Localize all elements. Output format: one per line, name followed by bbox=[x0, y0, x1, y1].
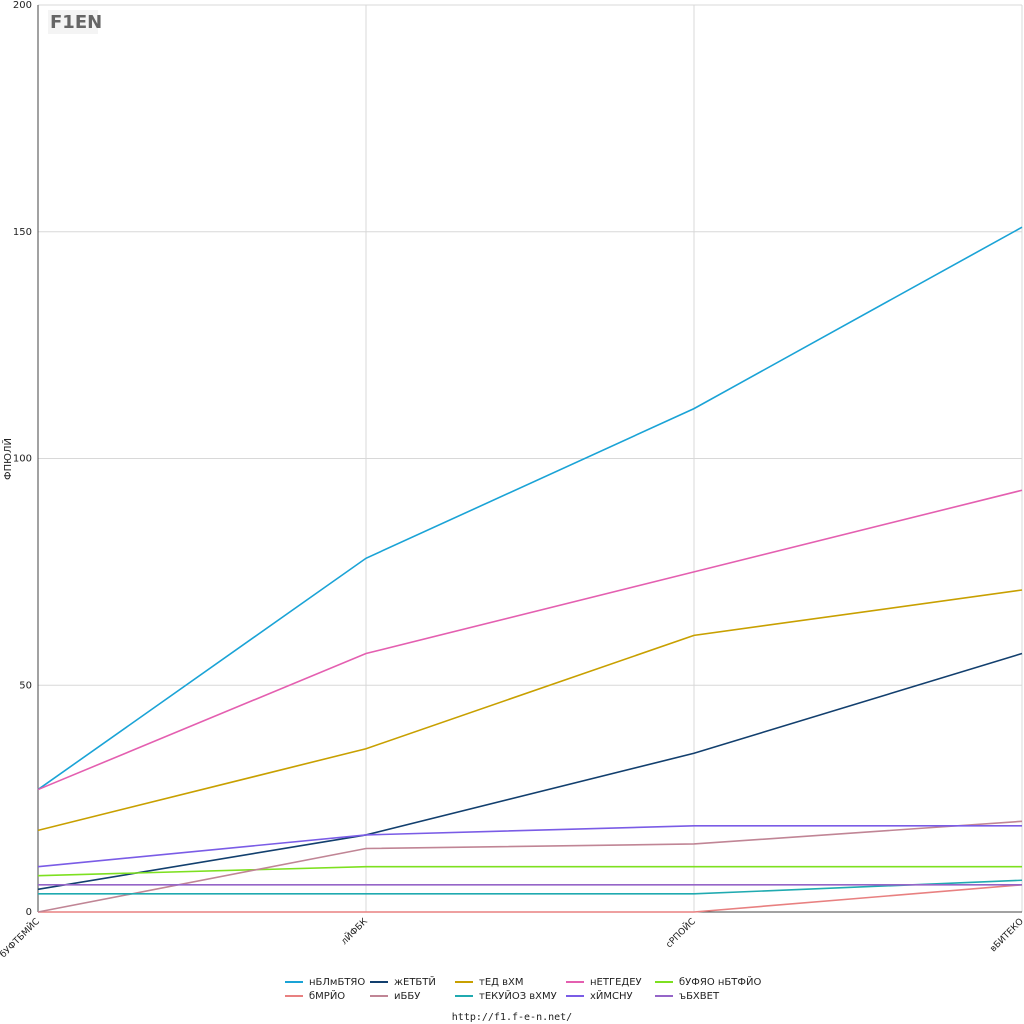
series-line bbox=[37, 652, 1023, 891]
series-line bbox=[38, 879, 1023, 895]
legend-label: жЕТБТЙ bbox=[394, 975, 436, 988]
series-line bbox=[37, 825, 1022, 868]
footer: http://f1.f-e-n.net/ bbox=[452, 1012, 572, 1023]
legend-label: тЕД вХМ bbox=[479, 977, 524, 988]
series-line bbox=[37, 589, 1023, 832]
logo: F1EN bbox=[50, 12, 102, 33]
series-line bbox=[38, 883, 1023, 913]
legend-label: хЙМСНУ bbox=[590, 989, 633, 1002]
legend-label: иББУ bbox=[394, 991, 420, 1002]
y-tick-label: 0 bbox=[26, 907, 32, 918]
legend-label: ъБХВЕТ bbox=[679, 991, 720, 1002]
x-tick-label: вБИТЕКО bbox=[989, 917, 1024, 954]
y-axis-label: ФПЮЛЙ bbox=[1, 438, 14, 480]
x-tick-label: сРПОЙС bbox=[663, 915, 698, 950]
series-line bbox=[37, 865, 1022, 877]
logo-bg bbox=[48, 10, 98, 34]
series-line bbox=[37, 820, 1023, 913]
series-line bbox=[37, 226, 1023, 791]
y-tick-label: 100 bbox=[13, 454, 32, 465]
series-line bbox=[37, 489, 1023, 791]
y-tick-label: 200 bbox=[13, 0, 32, 11]
y-tick-label: 50 bbox=[19, 680, 32, 691]
x-tick-label: бУФТБМЙС bbox=[0, 915, 42, 960]
legend-label: бМРЙО bbox=[309, 989, 345, 1002]
legend-label: бУФЯО нБТФЙО bbox=[679, 975, 761, 988]
x-tick-label: лЙФБК bbox=[338, 915, 370, 947]
y-tick-label: 150 bbox=[13, 227, 32, 238]
legend-label: тЕКУЙОЗ вХМУ bbox=[479, 989, 557, 1002]
legend-label: нЕТГЕДЕУ bbox=[590, 977, 642, 988]
legend-label: нБЛмБТЯО bbox=[309, 977, 365, 988]
